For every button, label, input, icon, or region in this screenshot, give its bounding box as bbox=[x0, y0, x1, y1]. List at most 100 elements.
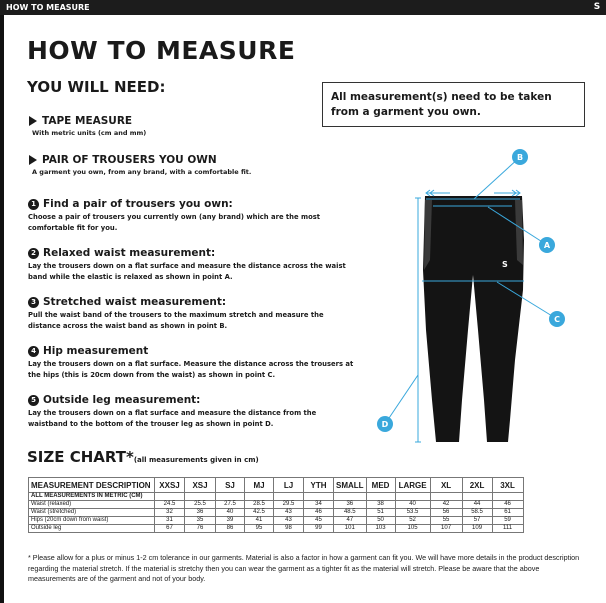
table-cell: 29.5 bbox=[273, 500, 304, 509]
table-cell bbox=[154, 492, 185, 501]
table-cell bbox=[333, 492, 367, 501]
table-cell: 38 bbox=[365, 500, 396, 509]
table-cell: 47 bbox=[333, 516, 367, 525]
table-cell: 39 bbox=[215, 516, 245, 525]
header-title: HOW TO MEASURE bbox=[6, 3, 90, 12]
page-title: HOW TO MEASURE bbox=[27, 36, 296, 65]
step-1: 1 Find a pair of trousers you own: Choose … bbox=[28, 198, 358, 233]
need-desc: With metric units (cm and mm) bbox=[32, 129, 147, 137]
need-label: TAPE MEASURE bbox=[42, 115, 133, 127]
table-cell: 111 bbox=[491, 524, 524, 533]
table-cell: 95 bbox=[244, 524, 274, 533]
table-cell: MEASUREMENT DESCRIPTION bbox=[28, 477, 155, 493]
need-item-trousers: PAIR OF TROUSERS YOU OWN A garment you o… bbox=[29, 154, 251, 176]
header-bar: HOW TO MEASURE S bbox=[0, 0, 606, 15]
table-cell: 67 bbox=[154, 524, 185, 533]
size-chart-table: MEASUREMENT DESCRIPTION XXSJ XSJ SJ MJ LJ YTH S… bbox=[28, 477, 524, 533]
step-number-icon: 2 bbox=[28, 247, 39, 259]
size-chart-subtitle: (all measurements given in cm) bbox=[133, 456, 259, 464]
table-cell: LARGE bbox=[394, 477, 431, 493]
size-chart-heading: SIZE CHART*(all measurements given in cm… bbox=[27, 448, 259, 466]
step-title: Relaxed waist measurement: bbox=[43, 247, 216, 259]
step-body: Pull the waist band of the trousers to t… bbox=[28, 311, 324, 330]
table-cell: 56 bbox=[429, 508, 463, 517]
table-cell: 109 bbox=[461, 524, 493, 533]
need-desc: A garment you own, from any brand, with … bbox=[32, 168, 252, 176]
size-chart-title: SIZE CHART* bbox=[27, 448, 134, 466]
table-cell: 51 bbox=[365, 508, 396, 517]
table-cell: 105 bbox=[394, 524, 431, 533]
table-cell: 36 bbox=[184, 508, 216, 517]
table-cell bbox=[215, 492, 245, 501]
table-cell bbox=[461, 492, 493, 501]
table-cell: 27.5 bbox=[215, 500, 245, 509]
you-will-need-heading: YOU WILL NEED: bbox=[27, 78, 166, 96]
step-title: Find a pair of trousers you own: bbox=[43, 198, 233, 210]
footnote: * Please allow for a plus or minus 1-2 c… bbox=[28, 553, 580, 583]
table-subheader-row: ALL MEASUREMENTS IN METRIC (CM) bbox=[28, 492, 524, 501]
table-cell: 107 bbox=[429, 524, 463, 533]
table-cell bbox=[491, 492, 524, 501]
table-cell: Hips (20cm down from waist) bbox=[28, 516, 155, 525]
table-cell: 52 bbox=[394, 516, 431, 525]
point-c-marker: C bbox=[549, 311, 565, 327]
point-a-marker: A bbox=[539, 237, 555, 253]
table-cell bbox=[273, 492, 304, 501]
step-2: 2 Relaxed waist measurement: Lay the trous… bbox=[28, 247, 358, 282]
play-arrow-icon bbox=[29, 155, 37, 165]
table-cell: LJ bbox=[273, 477, 304, 493]
table-cell: 55 bbox=[429, 516, 463, 525]
svg-text:D: D bbox=[382, 420, 389, 429]
brand-logo: S bbox=[593, 2, 601, 12]
table-cell bbox=[429, 492, 463, 501]
table-row: Waist (relaxed) 24.5 25.5 27.5 28.5 29.5 34 36 3… bbox=[28, 500, 524, 509]
table-cell: 59 bbox=[491, 516, 524, 525]
step-title: Outside leg measurement: bbox=[43, 394, 201, 406]
table-cell: 48.5 bbox=[333, 508, 367, 517]
table-cell bbox=[303, 492, 334, 501]
table-cell: 28.5 bbox=[244, 500, 274, 509]
step-body: Lay the trousers down on a flat surface.… bbox=[28, 360, 354, 379]
table-cell: 31 bbox=[154, 516, 185, 525]
step-body: Choose a pair of trousers you currently … bbox=[28, 213, 321, 232]
table-cell bbox=[184, 492, 216, 501]
need-label: PAIR OF TROUSERS YOU OWN bbox=[42, 154, 217, 166]
table-cell: 32 bbox=[154, 508, 185, 517]
play-arrow-icon bbox=[29, 116, 37, 126]
table-cell: Waist (stretched) bbox=[28, 508, 155, 517]
table-cell: XSJ bbox=[184, 477, 216, 493]
table-cell: SJ bbox=[215, 477, 245, 493]
svg-text:B: B bbox=[517, 153, 523, 162]
table-cell: XXSJ bbox=[154, 477, 185, 493]
table-cell: 101 bbox=[333, 524, 367, 533]
svg-text:C: C bbox=[554, 315, 560, 324]
step-4: 4 Hip measurement Lay the trousers down on… bbox=[28, 345, 358, 380]
table-cell: 99 bbox=[303, 524, 334, 533]
table-row: Outside leg 67 76 86 95 98 99 101 103 105 107 109 11… bbox=[28, 524, 524, 533]
step-5: 5 Outside leg measurement: Lay the trouser… bbox=[28, 394, 358, 429]
table-row: Hips (20cm down from waist) 31 35 39 41 43 45 4… bbox=[28, 516, 524, 525]
left-border bbox=[0, 0, 4, 603]
table-cell: ALL MEASUREMENTS IN METRIC (CM) bbox=[28, 492, 155, 501]
step-number-icon: 4 bbox=[28, 345, 39, 357]
step-number-icon: 3 bbox=[28, 296, 39, 308]
table-cell: 41 bbox=[244, 516, 274, 525]
table-cell: 103 bbox=[365, 524, 396, 533]
table-cell: 24.5 bbox=[154, 500, 185, 509]
table-cell: MED bbox=[365, 477, 396, 493]
step-3: 3 Stretched waist measurement: Pull the wa… bbox=[28, 296, 358, 331]
table-cell bbox=[394, 492, 431, 501]
table-cell: 40 bbox=[394, 500, 431, 509]
step-body: Lay the trousers down on a flat surface … bbox=[28, 262, 346, 281]
table-cell: 43 bbox=[273, 516, 304, 525]
table-cell: 42 bbox=[429, 500, 463, 509]
table-row: Waist (stretched) 32 36 40 42.5 43 46 48.5 51 53.… bbox=[28, 508, 524, 517]
table-cell: Outside leg bbox=[28, 524, 155, 533]
table-cell: 2XL bbox=[461, 477, 493, 493]
table-cell: 44 bbox=[461, 500, 493, 509]
table-cell: 42.5 bbox=[244, 508, 274, 517]
table-cell: 45 bbox=[303, 516, 334, 525]
table-cell: 53.5 bbox=[394, 508, 431, 517]
table-cell: 58.5 bbox=[461, 508, 493, 517]
table-cell: 43 bbox=[273, 508, 304, 517]
